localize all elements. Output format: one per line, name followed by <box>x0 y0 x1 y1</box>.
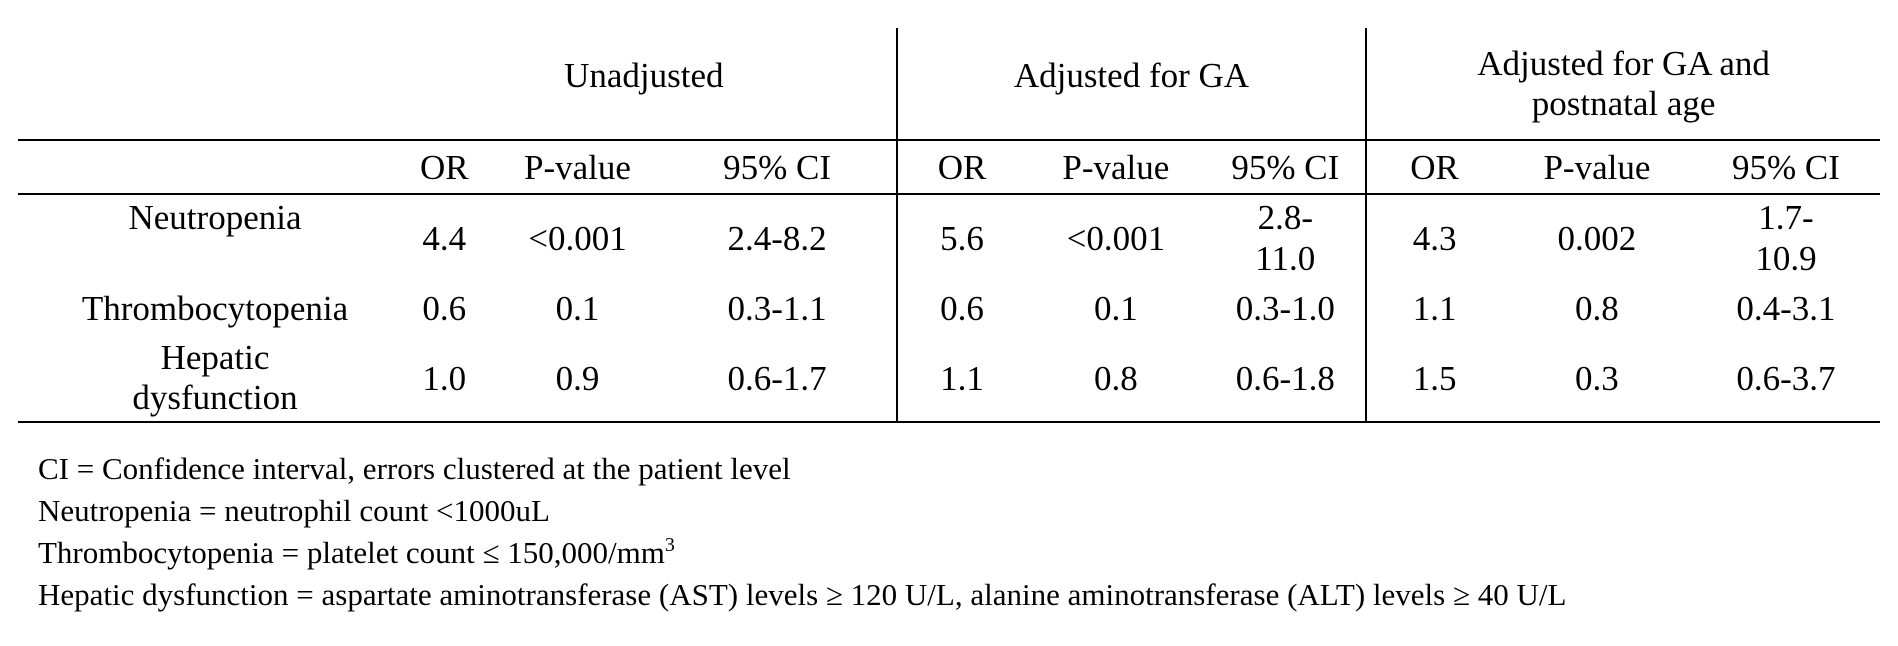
row-label: Hepatic dysfunction <box>18 335 392 423</box>
table-cell: 2.8- 11.0 <box>1255 198 1316 278</box>
table-cell: 0.8 <box>1026 335 1206 423</box>
table-cell: <0.001 <box>528 218 627 258</box>
table-row: Hepatic dysfunction 1.0 0.9 0.6-1.7 1.1 … <box>18 335 1880 423</box>
subheader-or: OR <box>895 139 1027 195</box>
table-cell: 2.4-8.2 <box>727 218 827 258</box>
table-cell: 0.6 <box>422 288 467 328</box>
table-footnotes: CI = Confidence interval, errors cluster… <box>38 448 1566 616</box>
table-cell: 1.1 <box>1365 281 1502 335</box>
table-cell: 0.3-1.1 <box>727 288 827 328</box>
subheader-or: OR <box>1365 139 1502 195</box>
empty-subheader-cell <box>18 139 392 195</box>
subheader-p-value: P-value <box>496 139 659 195</box>
group-header-adjusted-ga-postnatal: Adjusted for GA and postnatal age <box>1365 28 1880 140</box>
subheader-p-value: P-value <box>1501 139 1692 195</box>
group-header-adjusted-ga-postnatal-text: Adjusted for GA and postnatal age <box>1477 43 1770 123</box>
footnote-thrombocytopenia: Thrombocytopenia = platelet count ≤ 150,… <box>38 532 1566 574</box>
group-header-row: Unadjusted Adjusted for GA Adjusted for … <box>18 28 1880 140</box>
table-cell: 4.3 <box>1365 194 1502 281</box>
table-cell: 0.3-1.0 <box>1235 288 1335 328</box>
table-row: Thrombocytopenia 0.6 0.1 0.3-1.1 0.6 0.1… <box>18 281 1880 335</box>
results-table-container: Unadjusted Adjusted for GA Adjusted for … <box>18 28 1880 423</box>
table-cell: 0.3 <box>1501 335 1692 423</box>
table-cell: 1.1 <box>895 335 1027 423</box>
table-cell: <0.001 <box>1066 218 1166 258</box>
subheader-p-value: P-value <box>1026 139 1206 195</box>
table-cell: 0.9 <box>496 335 659 423</box>
subheader-ci: 95% CI <box>1205 139 1367 195</box>
table-row: Neutropenia 4.4 <0.001 2.4-8.2 5.6 <0.00… <box>18 194 1880 281</box>
table-cell: 0.8 <box>1575 288 1619 328</box>
table-cell: 4.4 <box>422 218 467 258</box>
row-label: Thrombocytopenia <box>81 288 349 328</box>
superscript-three: 3 <box>664 534 675 556</box>
row-label: Neutropenia <box>128 198 302 237</box>
group-header-unadjusted: Unadjusted <box>564 56 724 95</box>
group-header-adjusted-ga: Adjusted for GA <box>895 28 1367 140</box>
footnote-thrombocytopenia-text: Thrombocytopenia = platelet count ≤ 150,… <box>38 535 665 570</box>
table-cell: 0.6-1.8 <box>1205 335 1367 423</box>
empty-header-cell <box>18 28 392 140</box>
table-cell: 0.1 <box>555 288 600 328</box>
subheader-or: OR <box>392 139 497 195</box>
footnote-hepatic: Hepatic dysfunction = aspartate aminotra… <box>38 577 1567 612</box>
subheader-ci: 95% CI <box>658 139 897 195</box>
table-cell: 1.5 <box>1365 335 1502 423</box>
table-cell: 5.6 <box>895 194 1027 281</box>
table-cell: 0.4-3.1 <box>1736 288 1836 328</box>
table-cell: 0.6 <box>895 281 1027 335</box>
table-cell: 0.1 <box>1093 288 1138 328</box>
table-cell: 1.0 <box>392 335 497 423</box>
table-cell: 1.7- 10.9 <box>1755 198 1817 278</box>
results-table: Unadjusted Adjusted for GA Adjusted for … <box>18 28 1880 423</box>
footnote-neutropenia: Neutropenia = neutrophil count <1000uL <box>38 493 550 528</box>
table-cell: 0.002 <box>1557 218 1637 258</box>
footnote-ci: CI = Confidence interval, errors cluster… <box>38 451 791 486</box>
table-cell: 0.6-3.7 <box>1691 335 1880 423</box>
subheader-ci: 95% CI <box>1691 139 1880 195</box>
table-cell: 0.6-1.7 <box>658 335 897 423</box>
subheader-row: OR P-value 95% CI OR P-value 95% CI OR P… <box>18 139 1880 195</box>
